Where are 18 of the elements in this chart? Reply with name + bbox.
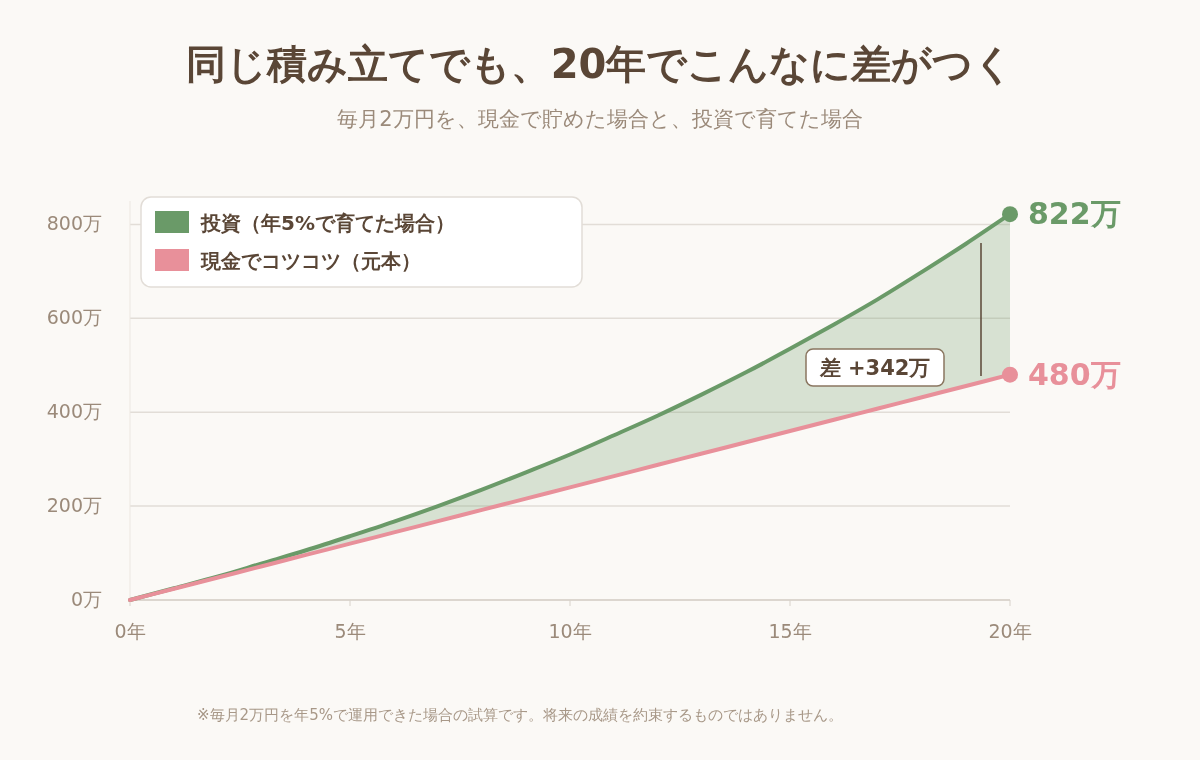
y-tick-label: 400万 — [46, 400, 102, 423]
annotation: 差 +342万 — [818, 356, 931, 380]
chart-subtitle: 毎月2万円を、現金で貯めた場合と、投資で育てた場合 — [337, 107, 863, 131]
chart-title: 同じ積み立てでも、20年でこんなに差がつく — [185, 41, 1015, 87]
x-tick-label: 10年 — [548, 620, 592, 642]
x-tick-label: 5年 — [334, 620, 366, 642]
legend-label: 現金でコツコツ（元本） — [200, 249, 421, 273]
text: ※毎月2万円を年5%で運用できた場合の試算です。将来の成績を約束するものではありません。 — [197, 706, 843, 724]
data-label: 480万 — [1028, 356, 1121, 392]
x-tick-label: 15年 — [768, 620, 812, 642]
y-tick-label: 600万 — [46, 306, 102, 329]
y-tick-label: 800万 — [46, 212, 102, 235]
data-label: 822万 — [1028, 196, 1121, 232]
x-tick-label: 20年 — [988, 620, 1032, 642]
legend-label: 投資（年5%で育てた場合） — [200, 211, 455, 235]
y-tick-label: 200万 — [46, 494, 102, 517]
y-tick-label: 0万 — [70, 588, 102, 610]
x-tick-label: 0年 — [114, 620, 146, 642]
